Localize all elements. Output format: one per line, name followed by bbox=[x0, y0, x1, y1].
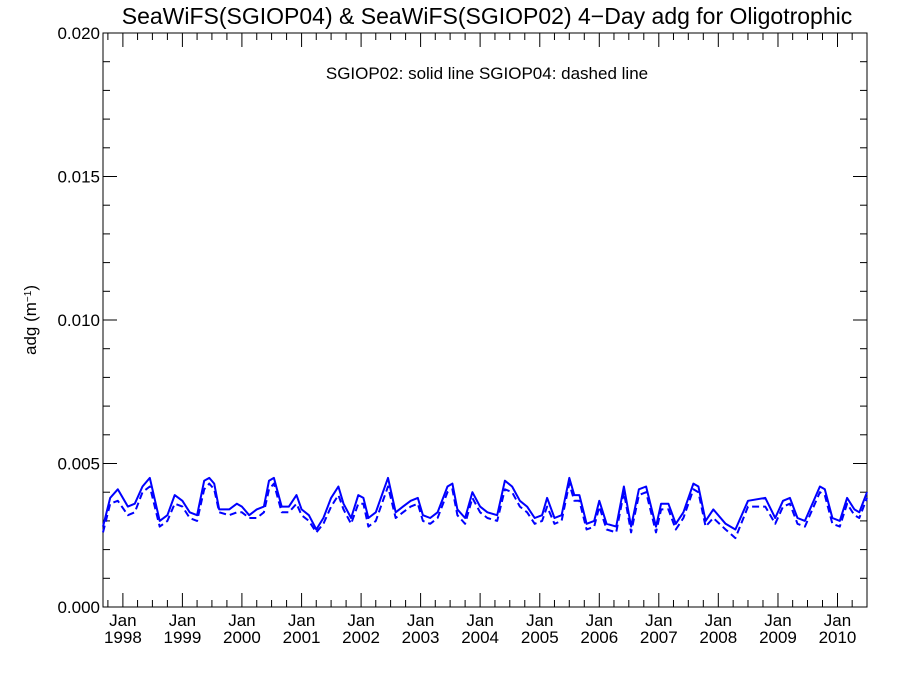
series-layer bbox=[102, 476, 868, 540]
x-tick-year-label: 1998 bbox=[104, 628, 142, 647]
x-tick-month-label: Jan bbox=[466, 611, 493, 630]
y-tick-label: 0.005 bbox=[57, 455, 100, 474]
x-tick-year-label: 1999 bbox=[163, 628, 201, 647]
y-axis-label: adg (m−1) bbox=[21, 285, 40, 355]
x-tick-year-label: 2005 bbox=[521, 628, 559, 647]
y-axis-label-superscript: −1 bbox=[23, 290, 34, 302]
y-tick-label: 0.000 bbox=[57, 598, 100, 617]
x-tick-month-label: Jan bbox=[586, 611, 613, 630]
x-tick-year-label: 2006 bbox=[580, 628, 618, 647]
x-tick-year-label: 2003 bbox=[402, 628, 440, 647]
x-tick-month-label: Jan bbox=[526, 611, 553, 630]
x-tick-month-label: Jan bbox=[824, 611, 851, 630]
series-style-note: SGIOP02: solid line SGIOP04: dashed line bbox=[326, 64, 648, 83]
x-tick-year-label: 2000 bbox=[223, 628, 261, 647]
x-tick-month-label: Jan bbox=[169, 611, 196, 630]
y-tick-label: 0.010 bbox=[57, 311, 100, 330]
x-tick-year-label: 2008 bbox=[699, 628, 737, 647]
x-tick-month-label: Jan bbox=[109, 611, 136, 630]
x-tick-month-label: Jan bbox=[228, 611, 255, 630]
x-tick-year-label: 2010 bbox=[819, 628, 857, 647]
x-tick-month-label: Jan bbox=[407, 611, 434, 630]
x-tick-year-label: 2001 bbox=[283, 628, 321, 647]
series-line-sgiop02 bbox=[102, 476, 868, 531]
series-line-sgiop04 bbox=[102, 482, 868, 540]
y-ticks: 0.000 0.005 0.010 0.015 0.020 bbox=[57, 24, 867, 617]
axes bbox=[102, 32, 868, 608]
plot-frame bbox=[102, 32, 868, 608]
x-tick-month-label: Jan bbox=[645, 611, 672, 630]
x-tick-month-label: Jan bbox=[764, 611, 791, 630]
y-tick-label: 0.020 bbox=[57, 24, 100, 43]
x-tick-month-label: Jan bbox=[705, 611, 732, 630]
x-tick-year-label: 2007 bbox=[640, 628, 678, 647]
x-ticks: Jan1998Jan1999Jan2000Jan2001Jan2002Jan20… bbox=[104, 33, 856, 647]
chart-title: SeaWiFS(SGIOP04) & SeaWiFS(SGIOP02) 4−Da… bbox=[122, 3, 853, 29]
x-tick-month-label: Jan bbox=[347, 611, 374, 630]
y-axis-label-close: ) bbox=[21, 285, 40, 291]
y-tick-label: 0.015 bbox=[57, 168, 100, 187]
x-tick-year-label: 2009 bbox=[759, 628, 797, 647]
y-axis-label-main: adg (m bbox=[21, 302, 40, 355]
x-tick-year-label: 2002 bbox=[342, 628, 380, 647]
x-tick-year-label: 2004 bbox=[461, 628, 499, 647]
x-tick-month-label: Jan bbox=[288, 611, 315, 630]
